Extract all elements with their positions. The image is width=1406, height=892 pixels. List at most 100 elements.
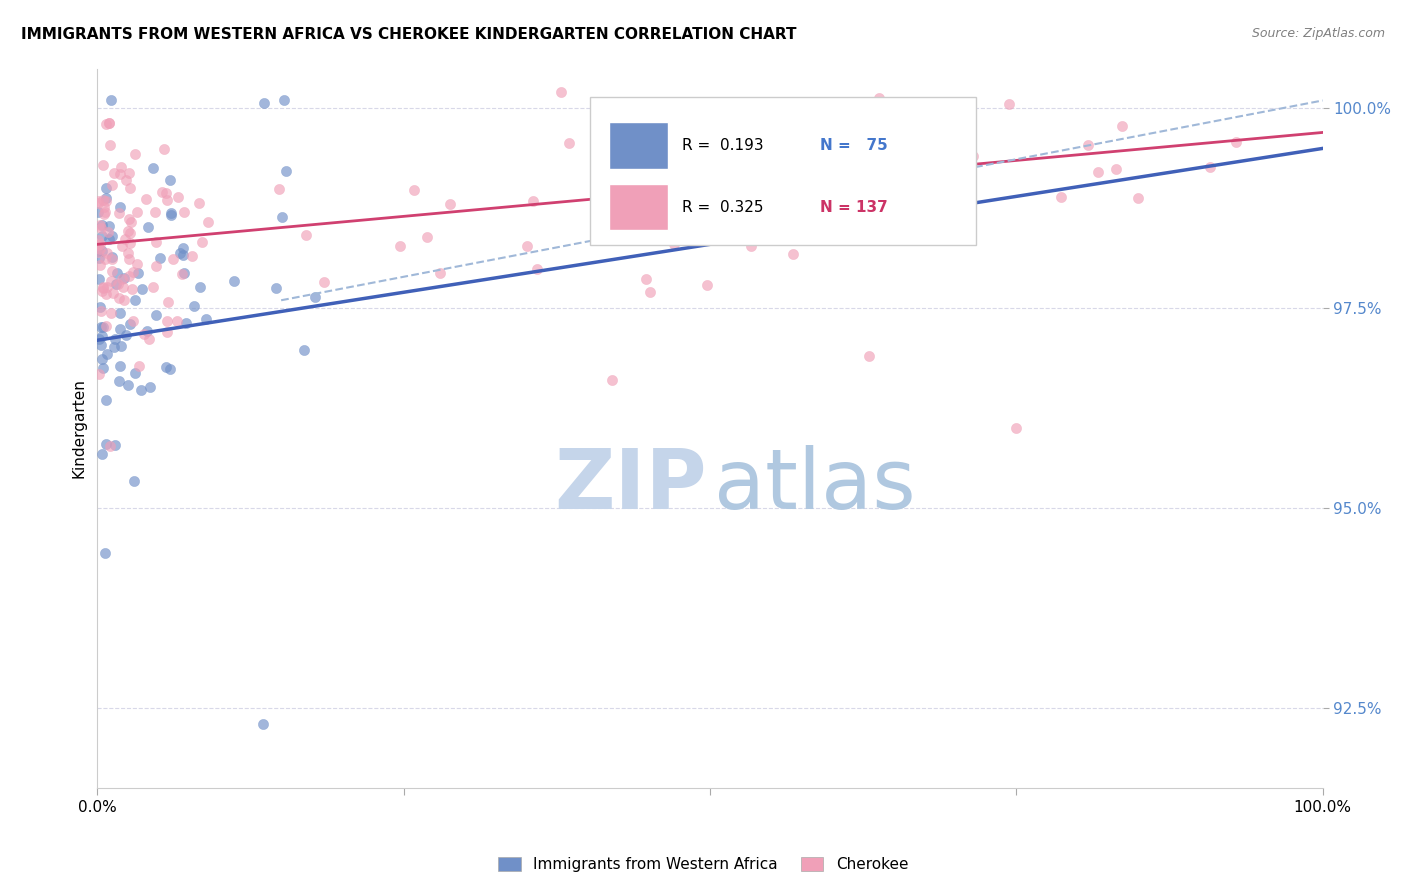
Point: [112, 271, 135, 285]
Point: [416, 230, 439, 244]
Point: [120, 180, 142, 194]
Point: [166, 314, 188, 328]
Text: N = 137: N = 137: [820, 200, 889, 215]
Point: [87, 367, 110, 381]
Point: [108, 359, 131, 373]
Point: [91, 320, 114, 334]
Point: [128, 359, 150, 373]
Point: [600, 373, 623, 387]
Point: [110, 168, 132, 182]
Point: [558, 136, 581, 150]
Text: N =   75: N = 75: [820, 138, 889, 153]
Point: [638, 285, 661, 300]
Point: [149, 251, 172, 265]
Point: [585, 165, 607, 179]
Point: [160, 208, 183, 222]
Point: [96, 245, 118, 260]
Point: [120, 215, 142, 229]
Point: [124, 147, 146, 161]
Point: [125, 257, 148, 271]
Point: [94, 318, 117, 333]
Point: [118, 268, 141, 283]
Point: [90, 320, 112, 334]
Point: [747, 185, 769, 199]
Point: [132, 327, 155, 342]
Point: [97, 232, 120, 246]
Point: [145, 309, 167, 323]
Point: [145, 259, 167, 273]
Point: [89, 258, 111, 272]
Point: [1126, 191, 1149, 205]
Point: [169, 246, 191, 260]
Point: [1049, 190, 1071, 204]
Point: [269, 182, 291, 196]
Point: [162, 252, 184, 266]
Point: [89, 301, 111, 315]
Point: [91, 280, 114, 294]
Point: [607, 187, 630, 202]
Point: [125, 205, 148, 219]
Point: [1105, 162, 1128, 177]
Point: [91, 329, 114, 343]
Point: [662, 237, 685, 252]
Point: [100, 274, 122, 288]
Point: [93, 546, 115, 560]
Point: [93, 207, 115, 221]
Point: [87, 332, 110, 346]
Point: [156, 294, 179, 309]
Text: atlas: atlas: [714, 445, 915, 526]
Point: [93, 200, 115, 214]
Point: [89, 219, 111, 233]
Point: [122, 474, 145, 488]
Point: [112, 293, 135, 307]
Point: [173, 266, 195, 280]
Point: [90, 352, 112, 367]
Point: [94, 287, 117, 301]
Point: [863, 178, 886, 193]
Point: [962, 149, 984, 163]
Point: [1005, 421, 1028, 435]
Point: [768, 173, 790, 187]
Point: [153, 142, 176, 156]
Point: [87, 233, 110, 247]
Point: [636, 271, 658, 285]
FancyBboxPatch shape: [591, 97, 976, 244]
Point: [87, 272, 110, 286]
Point: [91, 361, 114, 376]
Point: [100, 178, 122, 193]
Point: [129, 383, 152, 397]
Point: [141, 161, 163, 176]
Point: [138, 332, 160, 346]
Point: [550, 86, 572, 100]
Text: R =  0.193: R = 0.193: [682, 138, 763, 153]
Point: [96, 280, 118, 294]
Point: [97, 225, 120, 239]
Point: [159, 361, 181, 376]
Point: [112, 280, 135, 294]
Point: [155, 186, 177, 200]
Point: [87, 195, 110, 210]
Text: ZIP: ZIP: [554, 445, 706, 526]
Point: [87, 238, 110, 252]
Point: [104, 332, 127, 346]
Point: [120, 226, 142, 240]
Point: [270, 210, 292, 224]
Point: [172, 241, 194, 255]
Point: [118, 235, 141, 250]
Point: [90, 304, 112, 318]
Point: [516, 239, 538, 253]
Point: [172, 248, 194, 262]
Point: [927, 95, 949, 110]
Point: [1077, 137, 1099, 152]
Point: [94, 393, 117, 408]
Point: [108, 291, 131, 305]
Point: [998, 96, 1021, 111]
Point: [114, 232, 136, 246]
Point: [156, 314, 179, 328]
Point: [135, 325, 157, 339]
Point: [704, 168, 727, 182]
Point: [87, 194, 110, 209]
Point: [754, 232, 776, 246]
Point: [111, 272, 134, 286]
FancyBboxPatch shape: [609, 122, 668, 169]
